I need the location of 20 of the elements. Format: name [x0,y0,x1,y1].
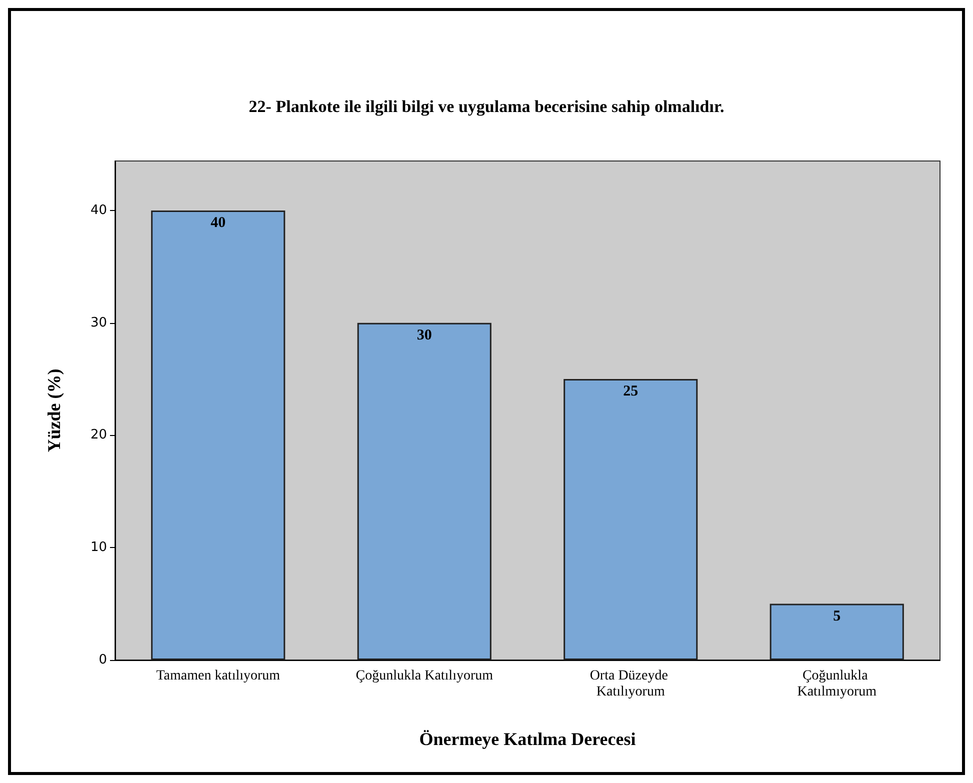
data-label: 30 [416,327,432,344]
y-tick-label: 30 [90,315,107,330]
bar [151,210,286,660]
x-axis-title: Önermeye Katılma Derecesi [419,729,636,749]
chart-title: 22- Plankote ile ilgili bilgi ve uygulama becerisine sahip olmalıdır. [248,97,724,116]
x-tick-label: Tamamen katılıyorum [156,668,280,684]
y-tick-label: 40 [90,202,107,218]
data-label: 40 [210,214,226,231]
y-tick-label: 20 [90,428,107,443]
x-tick-label: Orta Düzeyde Katılıyorum [590,668,672,700]
bar [357,322,492,660]
y-tick-label: 0 [98,652,107,668]
x-tick-label: Çoğunlukla Katılmıyorum [797,668,877,700]
bar [564,379,698,660]
x-tick-label: Çoğunlukla Katılıyorum [356,668,494,684]
y-axis-title: Yüzde (%) [44,368,64,452]
data-label: 5 [833,608,841,624]
y-tick-label: 10 [90,540,107,556]
bar [770,604,904,660]
data-label: 25 [623,384,638,400]
